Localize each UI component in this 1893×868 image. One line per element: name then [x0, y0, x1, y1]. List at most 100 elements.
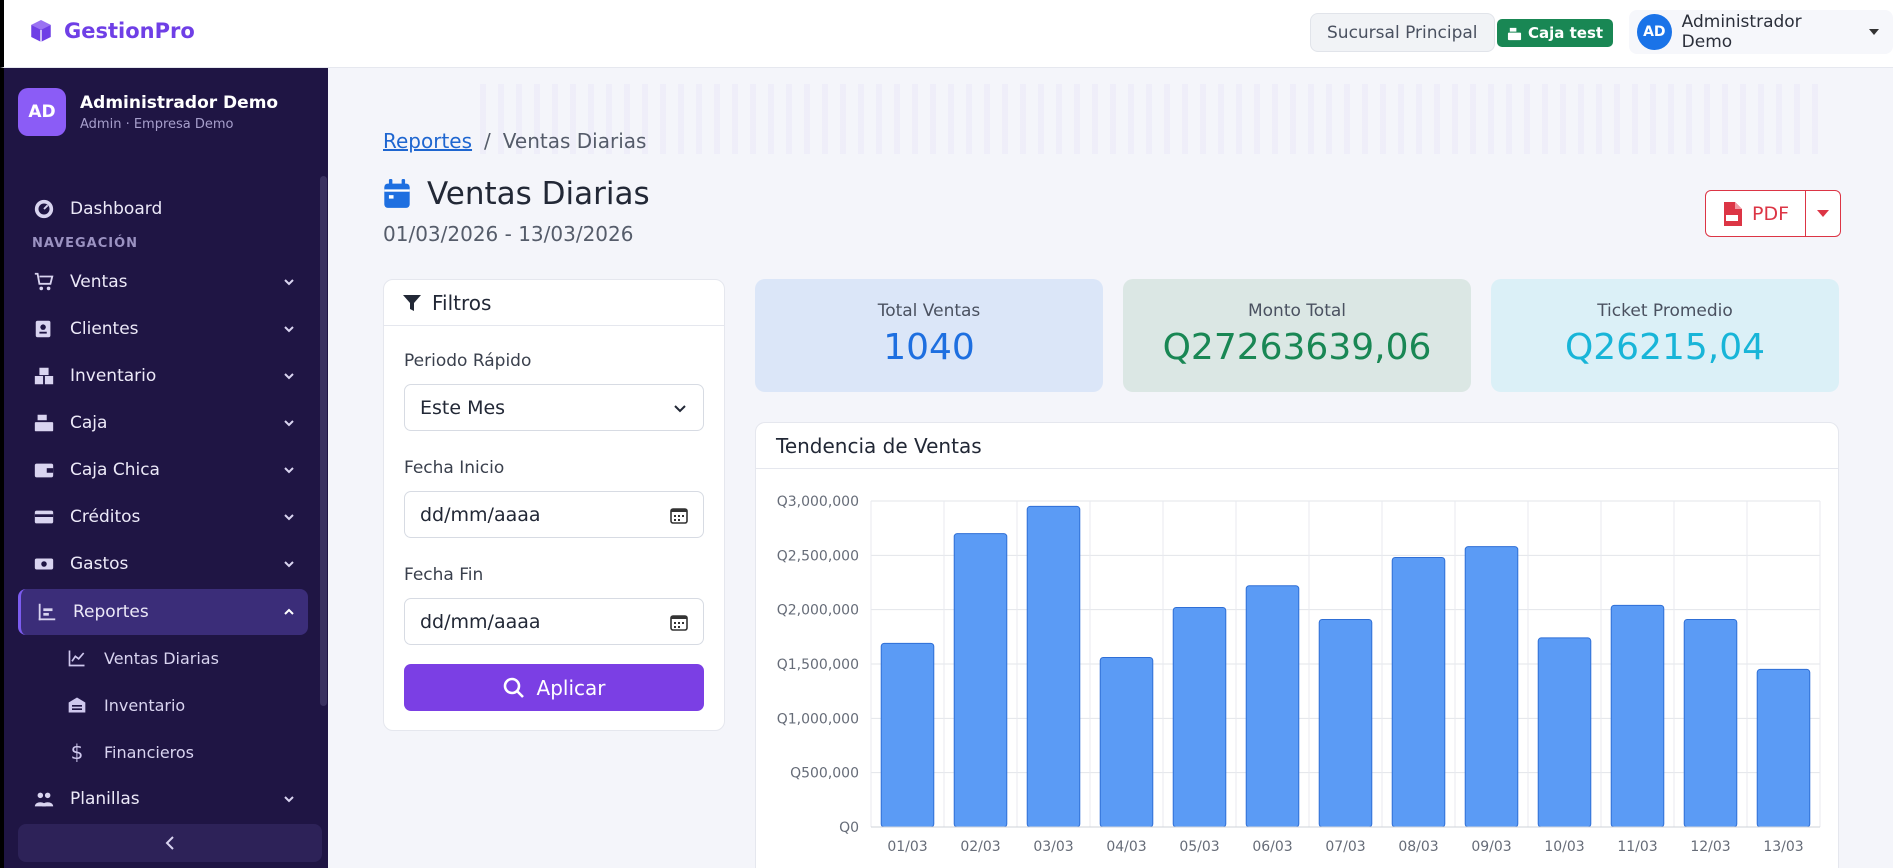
period-select[interactable]: Este Mes — [404, 384, 704, 431]
sales-bar-chart: Q0 Q500,000 Q1,000,000 Q1,500,000 Q2,000,000… — [777, 494, 1821, 855]
chevron-down-icon — [284, 279, 294, 286]
pdf-dropdown-toggle[interactable] — [1806, 191, 1840, 236]
chart-bar[interactable] — [1610, 604, 1665, 828]
file-pdf-icon — [1724, 201, 1742, 226]
chart-bar[interactable] — [880, 642, 935, 828]
calendar-icon[interactable] — [670, 506, 688, 524]
chart-bar[interactable] — [953, 533, 1008, 828]
stat-value: Q26215,04 — [1564, 327, 1766, 368]
stat-card-ticket-promedio: Ticket Promedio Q26215,04 — [1491, 279, 1839, 392]
sidebar-item-gastos[interactable]: Gastos — [18, 544, 308, 584]
chart-bar[interactable] — [1026, 505, 1081, 828]
sidebar-item-label: Gastos — [70, 554, 129, 574]
x-tick-label: 09/03 — [1471, 839, 1511, 855]
sidebar-item-dashboard[interactable]: Dashboard — [18, 189, 308, 229]
x-tick-label: 12/03 — [1690, 839, 1730, 855]
chart-bar[interactable] — [1318, 618, 1373, 828]
calendar-icon[interactable] — [670, 613, 688, 631]
chart-bar[interactable] — [1391, 557, 1446, 828]
sales-trend-card: Tendencia de Ventas Q0 Q500,000 Q1,000,000… — [755, 422, 1839, 868]
y-tick-label: Q2,000,000 — [777, 603, 859, 619]
chevron-down-icon — [674, 405, 686, 413]
y-tick-label: Q2,500,000 — [777, 548, 859, 564]
sidebar-item-inventario[interactable]: Inventario — [18, 356, 308, 396]
sidebar-item-caja[interactable]: Caja — [18, 403, 308, 443]
y-tick-label: Q1,500,000 — [777, 657, 859, 673]
calendar-icon — [384, 179, 410, 208]
sidebar-item-reportes[interactable]: Reportes — [18, 589, 308, 635]
pdf-export-group: PDF — [1705, 190, 1842, 237]
sidebar-item-label: Reportes — [73, 602, 149, 622]
sidebar-item-planillas[interactable]: Planillas — [18, 779, 308, 819]
chevron-down-icon — [284, 420, 294, 427]
x-tick-label: 03/03 — [1033, 839, 1073, 855]
sidebar-item-label: Caja Chica — [70, 460, 160, 480]
caret-down-icon — [1817, 210, 1830, 217]
x-tick-label: 13/03 — [1763, 839, 1803, 855]
dashboard-gauge-icon — [32, 197, 56, 221]
chevron-down-icon — [284, 796, 294, 803]
sidebar-item-label: Planillas — [70, 789, 140, 809]
chart-bar[interactable] — [1099, 656, 1154, 828]
sidebar-subitem-ventas-diarias[interactable]: Ventas Diarias — [66, 640, 306, 676]
stat-label: Ticket Promedio — [1597, 301, 1733, 321]
x-tick-label: 04/03 — [1106, 839, 1146, 855]
header-decoration — [480, 84, 1830, 154]
x-tick-label: 11/03 — [1617, 839, 1657, 855]
chart-bar[interactable] — [1537, 637, 1592, 828]
warehouse-icon — [66, 694, 88, 716]
brand-name: GestionPro — [64, 19, 195, 43]
chevron-up-icon — [284, 608, 294, 615]
sidebar-item-caja-chica[interactable]: Caja Chica — [18, 450, 308, 490]
filters-card: Filtros Periodo Rápido Este Mes Fecha In… — [383, 279, 725, 731]
y-tick-label: Q1,000,000 — [777, 711, 859, 727]
chevron-down-icon — [284, 326, 294, 333]
start-date-input[interactable]: dd/mm/aaaa — [404, 491, 704, 538]
chart-bar[interactable] — [1464, 546, 1519, 828]
period-label: Periodo Rápido — [404, 351, 532, 371]
chevron-down-icon — [284, 467, 294, 474]
sidebar-item-creditos[interactable]: Créditos — [18, 497, 308, 537]
sidebar-user-card: AD Administrador Demo Admin · Empresa De… — [18, 88, 278, 136]
apply-filters-button[interactable]: Aplicar — [404, 664, 704, 711]
end-date-label: Fecha Fin — [404, 565, 484, 585]
stat-value: 1040 — [883, 327, 975, 368]
sidebar-item-label: Dashboard — [70, 199, 163, 219]
user-menu[interactable]: AD Administrador Demo — [1629, 10, 1893, 54]
chart-bar[interactable] — [1756, 668, 1811, 828]
sidebar-section-heading: NAVEGACIÓN — [32, 236, 139, 251]
sidebar-item-clientes[interactable]: Clientes — [18, 309, 308, 349]
contact-card-icon — [32, 317, 56, 341]
sidebar-subitem-inventario[interactable]: Inventario — [66, 687, 306, 723]
caja-status-badge[interactable]: Caja test — [1497, 19, 1614, 47]
sidebar-scrollbar[interactable] — [320, 176, 327, 706]
chevron-left-icon — [165, 836, 174, 850]
date-range: 01/03/2026 - 13/03/2026 — [383, 222, 634, 246]
sidebar-collapse-button[interactable] — [18, 824, 322, 862]
stat-card-total-ventas: Total Ventas 1040 — [755, 279, 1103, 392]
x-tick-label: 02/03 — [960, 839, 1000, 855]
sidebar-item-label: Créditos — [70, 507, 141, 527]
sidebar-item-label: Caja — [70, 413, 108, 433]
sidebar-item-label: Inventario — [70, 366, 157, 386]
users-icon — [32, 787, 56, 811]
breadcrumb-link-reportes[interactable]: Reportes — [383, 129, 473, 153]
sidebar-subitem-label: Ventas Diarias — [104, 648, 219, 668]
x-tick-label: 05/03 — [1179, 839, 1219, 855]
pdf-export-button[interactable]: PDF — [1706, 191, 1807, 236]
stat-label: Total Ventas — [877, 301, 981, 321]
brand-logo[interactable]: GestionPro — [28, 18, 195, 44]
chart-bar[interactable] — [1245, 585, 1300, 828]
chart-bar[interactable] — [1683, 618, 1738, 828]
dollar-icon: $ — [70, 740, 84, 764]
branch-selector[interactable]: Sucursal Principal — [1310, 13, 1495, 52]
sidebar-item-ventas[interactable]: Ventas — [18, 262, 308, 302]
credit-card-icon — [32, 505, 56, 529]
chevron-down-icon — [284, 373, 294, 380]
avatar: AD — [18, 88, 66, 136]
end-date-input[interactable]: dd/mm/aaaa — [404, 598, 704, 645]
sidebar-subitem-financieros[interactable]: $ Financieros — [66, 734, 306, 770]
money-icon — [32, 552, 56, 576]
x-tick-label: 08/03 — [1398, 839, 1438, 855]
chart-bar[interactable] — [1172, 606, 1227, 828]
